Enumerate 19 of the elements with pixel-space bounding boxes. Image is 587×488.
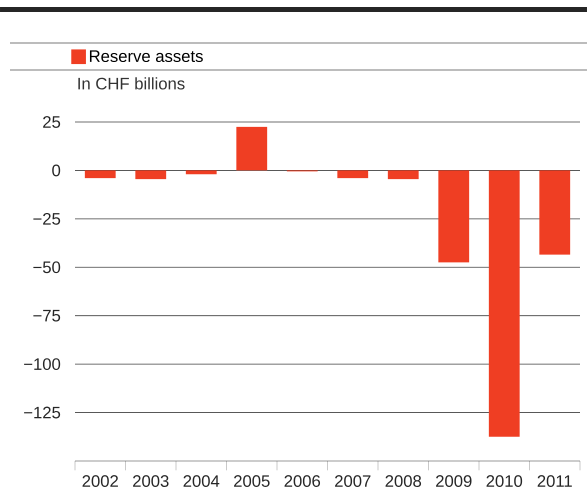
legend-label: Reserve assets xyxy=(90,50,203,62)
y-tick-label: −50 xyxy=(33,261,60,274)
y-tick-label: −25 xyxy=(33,212,60,225)
y-tick-label: −100 xyxy=(24,358,60,370)
x-tick-label: 2008 xyxy=(386,475,422,487)
x-tick-label: 2002 xyxy=(82,475,118,487)
x-tick-label: 2004 xyxy=(184,475,220,487)
y-tick-label: 0 xyxy=(52,164,60,176)
x-tick-label: 2009 xyxy=(436,475,472,487)
y-tick-label: −75 xyxy=(33,310,60,322)
x-tick-label: 2005 xyxy=(234,475,270,487)
y-tick-label: 25 xyxy=(43,116,60,128)
x-tick-label: 2003 xyxy=(133,475,169,487)
x-tick-label: 2011 xyxy=(538,475,572,487)
y-axis-title: In CHF billions xyxy=(78,77,185,90)
x-tick-label: 2007 xyxy=(335,475,370,487)
x-tick-label: 2010 xyxy=(486,475,522,487)
y-tick-label: −125 xyxy=(24,406,60,418)
x-tick-label: 2006 xyxy=(284,475,320,487)
